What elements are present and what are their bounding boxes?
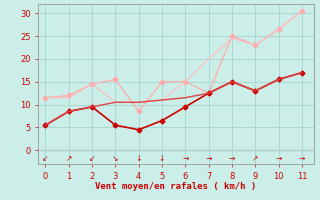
Text: ↘: ↘ xyxy=(112,154,118,163)
Text: →: → xyxy=(276,154,282,163)
Text: ↙: ↙ xyxy=(42,154,49,163)
Text: ↓: ↓ xyxy=(135,154,142,163)
Text: ↗: ↗ xyxy=(66,154,72,163)
Text: ↙: ↙ xyxy=(89,154,95,163)
Text: ↗: ↗ xyxy=(252,154,259,163)
X-axis label: Vent moyen/en rafales ( km/h ): Vent moyen/en rafales ( km/h ) xyxy=(95,182,257,191)
Text: →: → xyxy=(205,154,212,163)
Text: →: → xyxy=(182,154,188,163)
Text: ↓: ↓ xyxy=(159,154,165,163)
Text: →: → xyxy=(299,154,305,163)
Text: →: → xyxy=(229,154,235,163)
